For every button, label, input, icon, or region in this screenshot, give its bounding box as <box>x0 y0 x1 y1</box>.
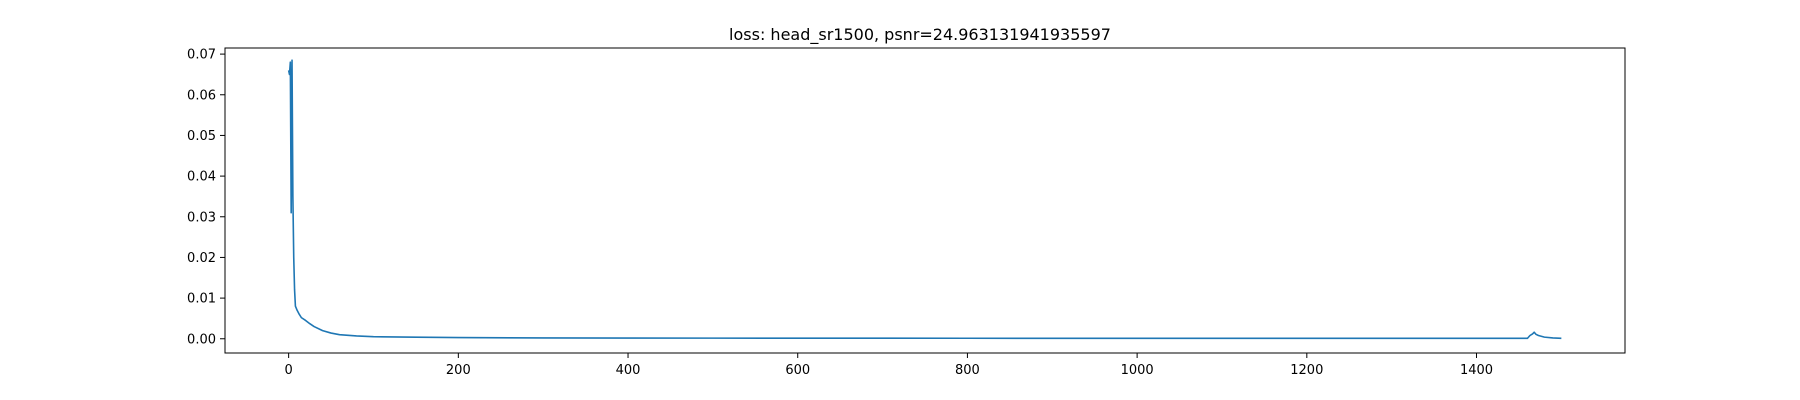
x-tick-label: 400 <box>616 363 641 378</box>
plot-series <box>287 59 1562 340</box>
x-tick-label: 600 <box>785 363 810 378</box>
x-axis: 0 200 400 600 800 1000 1200 1400 <box>284 353 1493 378</box>
x-tick-label: 1400 <box>1460 363 1493 378</box>
y-tick-label: 0.06 <box>187 88 216 103</box>
y-tick-label: 0.05 <box>187 129 216 144</box>
chart-title: loss: head_sr1500, psnr=24.9631319419355… <box>729 25 1111 45</box>
y-axis: 0.00 0.01 0.02 0.03 0.04 0.05 0.06 0.07 <box>187 48 225 347</box>
y-tick-label: 0.00 <box>187 332 216 347</box>
x-tick-label: 0 <box>284 363 292 378</box>
x-tick-label: 1000 <box>1121 363 1154 378</box>
y-tick-label: 0.07 <box>187 48 216 63</box>
y-tick-label: 0.01 <box>187 292 216 307</box>
x-tick-label: 800 <box>955 363 980 378</box>
plot-area-frame <box>224 47 1626 354</box>
y-tick-label: 0.02 <box>187 251 216 266</box>
x-tick-label: 1200 <box>1290 363 1323 378</box>
series-line-0 <box>287 59 1562 340</box>
y-tick-label: 0.03 <box>187 210 216 225</box>
x-tick-label: 200 <box>446 363 471 378</box>
y-tick-label: 0.04 <box>187 170 216 185</box>
